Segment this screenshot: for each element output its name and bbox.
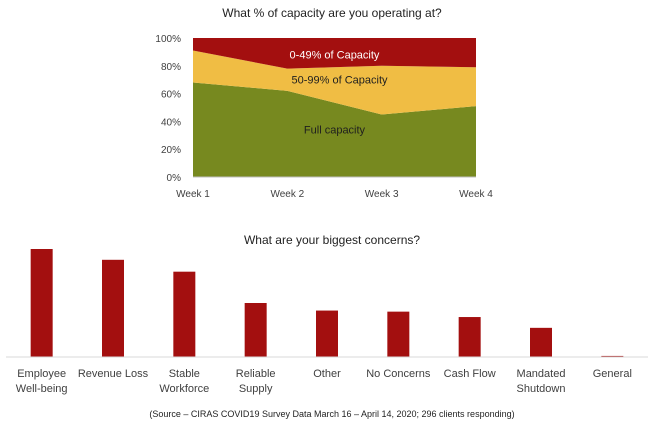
bar [30, 249, 53, 357]
y-tick-label: 100% [155, 34, 181, 45]
category-label: Mandated Shutdown [517, 368, 566, 395]
category-label: Revenue Loss [78, 368, 149, 380]
area-series-50-99-of-capacity [193, 50, 476, 115]
x-tick-label: Week 4 [459, 189, 493, 200]
category-label: Reliable Supply [236, 368, 276, 395]
area-series-label: 50-99% of Capacity [292, 75, 388, 87]
area-series-label: Full capacity [304, 125, 366, 137]
x-tick-label: Week 2 [270, 189, 304, 200]
area-series-full-capacity [193, 82, 476, 177]
category-label: General [593, 368, 632, 380]
concerns-bar-chart: Employee Well-being Revenue Loss Stable Work… [6, 249, 648, 395]
capacity-chart-title: What % of capacity are you operating at? [222, 6, 442, 20]
bar [244, 303, 267, 357]
area-series-label: 0-49% of Capacity [290, 50, 380, 62]
category-label: Other [313, 368, 341, 380]
bar [458, 317, 481, 357]
y-tick-label: 60% [161, 90, 181, 101]
bar [601, 355, 624, 357]
category-label: Cash Flow [444, 368, 496, 380]
category-label: No Concerns [366, 368, 431, 380]
concerns-chart-title: What are your biggest concerns? [243, 233, 421, 247]
source-note: (Source – CIRAS COVID19 Survey Data Marc… [149, 409, 515, 419]
bar [316, 310, 338, 357]
bar [173, 271, 196, 357]
x-tick-label: Week 3 [365, 189, 399, 200]
capacity-area-chart: 0% 20% 40% 60% 80% 100% Week 1 Week 2 Week 3 Week… [155, 34, 493, 200]
bar [530, 327, 552, 357]
category-label: Stable Workforce [159, 368, 209, 395]
bar [102, 259, 124, 357]
y-tick-label: 20% [161, 145, 181, 156]
y-tick-label: 0% [167, 173, 182, 184]
bar [387, 311, 410, 357]
x-tick-label: Week 1 [176, 189, 210, 200]
y-tick-label: 40% [161, 117, 181, 128]
area-series-0-49-of-capacity [193, 38, 476, 69]
y-tick-label: 80% [161, 62, 181, 73]
category-label: Employee Well-being [16, 368, 68, 395]
